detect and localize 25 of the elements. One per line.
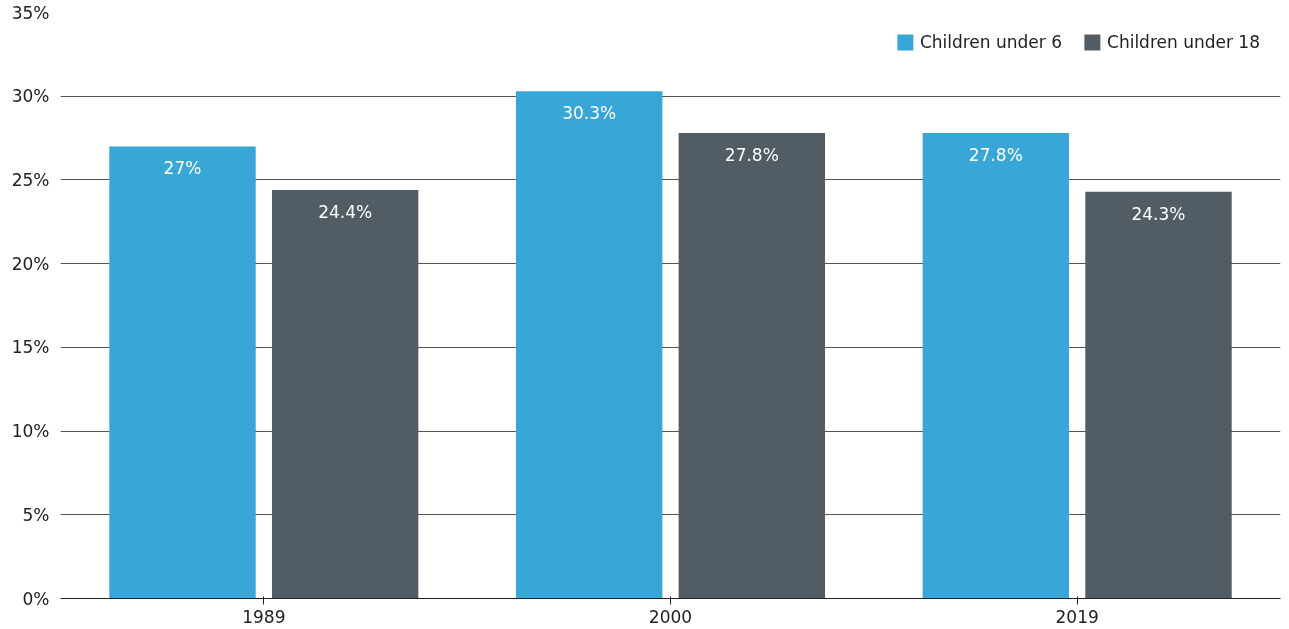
data-label: 24.3% [1131, 203, 1186, 224]
y-tick-label: 35% [11, 2, 50, 23]
y-tick-label: 20% [11, 253, 50, 274]
data-label: 27.8% [968, 145, 1023, 166]
y-tick-label: 0% [22, 588, 50, 609]
bar [109, 146, 256, 599]
x-tick-label: 2019 [1055, 606, 1099, 627]
y-tick-label: 30% [11, 86, 50, 107]
y-tick-label: 10% [11, 421, 50, 442]
x-tick-label: 2000 [648, 606, 693, 627]
data-label: 27.8% [724, 145, 779, 166]
y-tick-label: 15% [11, 337, 50, 358]
legend-label: Children under 18 [1107, 32, 1260, 52]
data-label: 27% [163, 158, 202, 179]
bar [271, 189, 419, 599]
bar [678, 133, 826, 599]
y-tick-label: 5% [22, 504, 50, 525]
data-label: 30.3% [562, 103, 617, 124]
bar [515, 91, 663, 599]
y-tick-label: 25% [11, 169, 50, 190]
legend-label: Children under 6 [919, 32, 1063, 52]
x-tick-label: 1989 [242, 606, 286, 627]
bar [1085, 191, 1232, 599]
data-label: 24.4% [318, 201, 373, 222]
bar [922, 133, 1070, 599]
